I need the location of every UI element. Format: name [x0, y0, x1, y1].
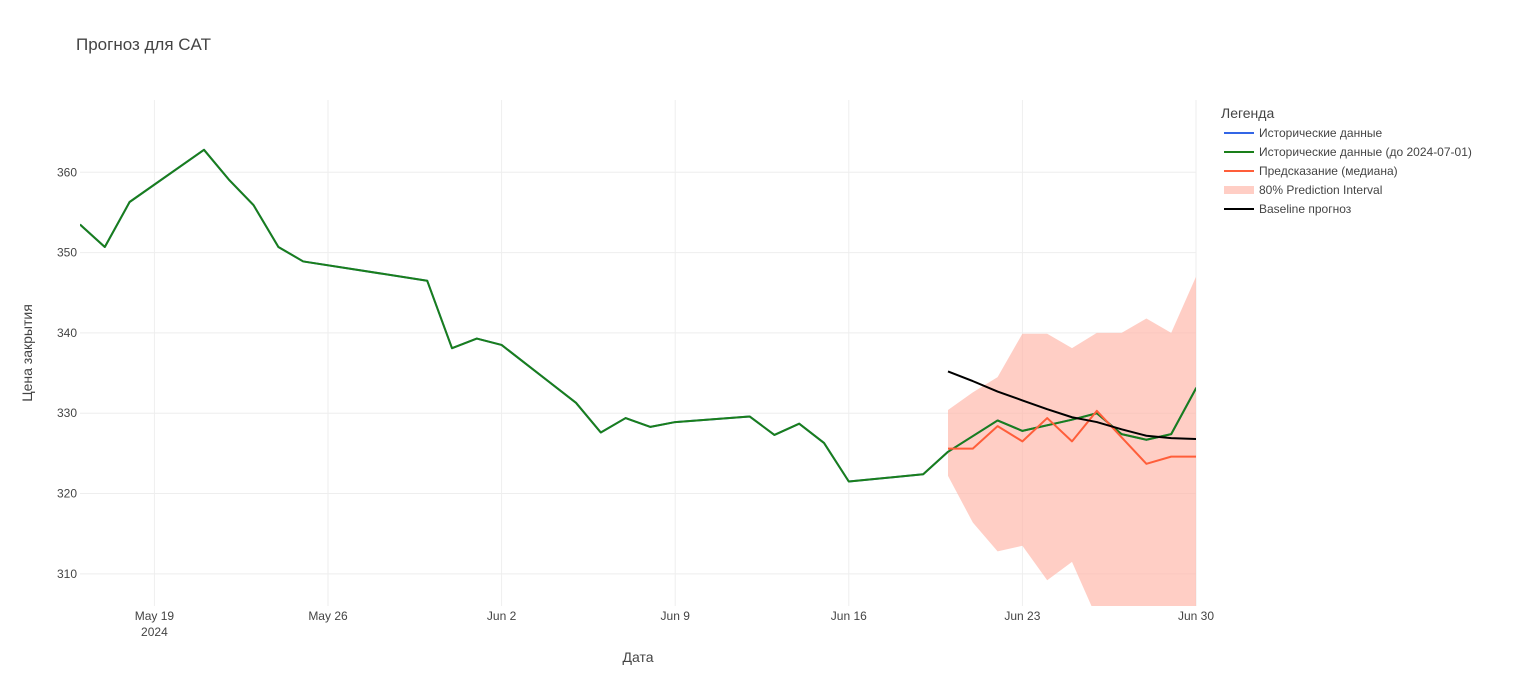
y-tick-label: 330: [57, 406, 77, 420]
legend: Легенда Исторические данные Исторические …: [1221, 105, 1472, 216]
y-axis-title: Цена закрытия: [19, 304, 35, 402]
x-tick-label: May 19: [135, 609, 175, 623]
y-tick-label: 310: [57, 567, 77, 581]
y-axis-ticks: 310 320 330 340 350 360: [57, 165, 77, 581]
baseline-forecast-line: [947, 370, 1196, 440]
x-tick-label: Jun 16: [831, 609, 867, 623]
x-axis-ticks: May 19 2024 May 26 Jun 2 Jun 9 Jun 16 Jun 23 Ju…: [135, 609, 1215, 639]
x-tick-label: May 26: [308, 609, 348, 623]
x-tick-label: Jun 30: [1178, 609, 1214, 623]
y-tick-label: 320: [57, 487, 77, 501]
legend-item-label: Baseline прогноз: [1259, 202, 1352, 216]
legend-item-label: Предсказание (медиана): [1259, 164, 1398, 178]
chart-title: Прогноз для CAT: [76, 35, 211, 54]
x-tick-label: Jun 23: [1004, 609, 1040, 623]
x-tick-label: Jun 9: [661, 609, 691, 623]
y-tick-label: 350: [57, 246, 77, 260]
x-axis-title: Дата: [622, 649, 653, 665]
historical-cutoff-line: [80, 148, 1196, 483]
legend-item-label: 80% Prediction Interval: [1259, 183, 1382, 197]
x-tick-sublabel: 2024: [141, 625, 168, 639]
x-tick-label: Jun 2: [487, 609, 517, 623]
legend-swatch: [1224, 186, 1254, 194]
legend-item-label: Исторические данные: [1259, 126, 1382, 140]
plot-area: [80, 148, 1196, 606]
y-tick-label: 360: [57, 165, 77, 179]
median-forecast-line: [948, 409, 1196, 465]
legend-title: Легенда: [1221, 105, 1274, 121]
legend-item-label: Исторические данные (до 2024-07-01): [1259, 145, 1472, 159]
y-tick-label: 340: [57, 326, 77, 340]
